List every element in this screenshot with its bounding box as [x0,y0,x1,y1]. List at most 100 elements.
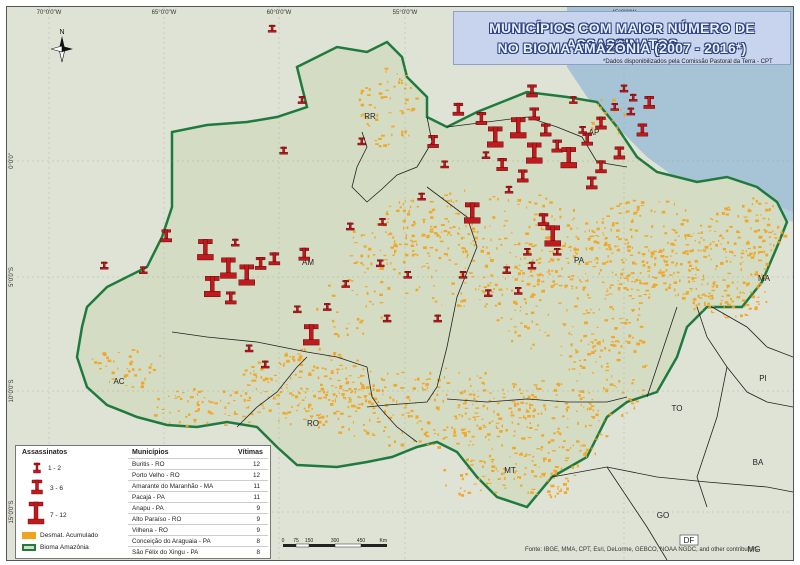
marker-56[interactable] [99,261,109,270]
marker-8[interactable] [475,112,488,125]
marker-68[interactable] [502,266,511,275]
legend-class-medium: 3 - 6 [50,485,64,492]
marker-22[interactable] [586,176,598,190]
title-box: MUNICÍPIOS COM MAIOR NÚMERO DE ASSASSINA… [453,11,791,65]
marker-51[interactable] [238,264,256,286]
marker-34[interactable] [382,314,392,323]
marker-47[interactable] [197,239,214,261]
legend-row-vitimas: 12 [252,472,260,479]
state-label-ro: RO [307,419,319,428]
marker-57[interactable] [139,266,148,275]
legend-class-large-icon [27,501,45,525]
amazon-biome-area [75,40,789,509]
legend-row: Pacajá - PA 11 [128,491,268,503]
marker-52[interactable] [254,257,267,270]
marker-14[interactable] [526,142,543,164]
legend-heading-assassinatos: Assassinatos [22,449,68,456]
marker-18[interactable] [610,103,619,111]
legend-row: Porto Velho - RO 12 [128,469,268,481]
marker-41[interactable] [433,314,442,323]
marker-4[interactable] [279,146,288,155]
marker-12[interactable] [540,123,552,137]
coord-left-0: 0°0'0" [9,153,15,169]
map-frame: 70°0'0"W65°0'0"W60°0'0"W55°0'0"W45°0'0"W… [6,6,794,561]
marker-16[interactable] [581,132,593,146]
marker-17[interactable] [595,116,607,130]
marker-31[interactable] [417,192,426,201]
marker-21[interactable] [595,160,607,174]
state-label-am: AM [302,258,314,267]
marker-36[interactable] [458,271,468,279]
marker-55[interactable] [160,229,173,243]
legend-class-small-icon [33,462,41,474]
marker-11[interactable] [528,107,540,121]
marker-20[interactable] [636,123,649,137]
state-labels: RR AP AM PA MA AC RO MT TO PI BA GO MG DF [113,112,770,554]
marker-60[interactable] [629,93,638,102]
marker-13[interactable] [551,139,563,153]
marker-53[interactable] [268,252,281,266]
marker-30[interactable] [481,151,491,160]
marker-10[interactable] [510,117,527,139]
marker-44[interactable] [261,360,270,369]
marker-59[interactable] [619,84,629,93]
marker-67[interactable] [323,303,332,311]
marker-58[interactable] [346,222,355,231]
marker-25[interactable] [537,213,550,227]
state-label-ma: MA [758,274,771,283]
marker-62[interactable] [578,126,587,134]
marker-39[interactable] [523,247,532,256]
legend-row-municipio: Buritis - RO [132,461,165,468]
legend-deforestation-swatch [22,532,36,539]
marker-50[interactable] [224,291,237,305]
marker-9[interactable] [487,126,504,148]
marker-37[interactable] [484,289,493,298]
marker-19[interactable] [626,107,636,116]
marker-2[interactable] [267,24,277,33]
marker-48[interactable] [220,257,237,279]
murder-markers [99,24,655,369]
north-label: N [59,29,64,36]
marker-24[interactable] [464,202,481,224]
marker-40[interactable] [553,247,562,256]
legend-row-municipio: Conceição do Araguaia - PA [132,538,211,545]
marker-23[interactable] [613,146,626,160]
state-label-to: TO [672,404,683,413]
marker-65[interactable] [440,160,449,169]
marker-64[interactable] [526,84,538,98]
marker-27[interactable] [517,169,529,183]
marker-26[interactable] [544,225,561,247]
marker-61[interactable] [643,95,655,109]
marker-49[interactable] [204,276,221,298]
scale-tick: 300 [331,538,340,544]
legend-row: Vilhena - RO 9 [128,524,268,536]
marker-38[interactable] [514,287,523,295]
marker-66[interactable] [376,259,385,268]
marker-46[interactable] [298,247,310,261]
marker-28[interactable] [504,185,514,194]
coord-top-1: 65°0'0"W [152,10,177,16]
marker-3[interactable] [297,96,307,104]
legend-row-municipio: Amarante do Maranhão - MA [132,483,214,490]
marker-42[interactable] [293,305,302,314]
marker-33[interactable] [341,280,350,288]
marker-45[interactable] [244,344,254,353]
coord-left-2: 10°0'0"S [9,379,15,402]
attribution: Fonte: IBGE, MMA, CPT, Esri, DeLorme, GE… [525,547,758,553]
marker-32[interactable] [378,218,387,226]
marker-43[interactable] [303,324,320,346]
state-label-ac: AC [113,377,124,386]
marker-6[interactable] [427,135,439,148]
coord-top-3: 55°0'0"W [393,10,418,16]
marker-54[interactable] [231,238,240,247]
legend-row: Conceição do Araguaia - PA 8 [128,535,268,547]
marker-5[interactable] [357,137,366,146]
marker-15[interactable] [560,147,577,169]
map-title-line1: MUNICÍPIOS COM MAIOR NÚMERO DE ASSASSINA… [489,20,755,52]
marker-63[interactable] [569,96,578,104]
marker-7[interactable] [452,102,465,116]
marker-29[interactable] [496,158,508,171]
marker-35[interactable] [403,271,412,279]
marker-69[interactable] [527,261,537,270]
state-label-go: GO [657,511,669,520]
